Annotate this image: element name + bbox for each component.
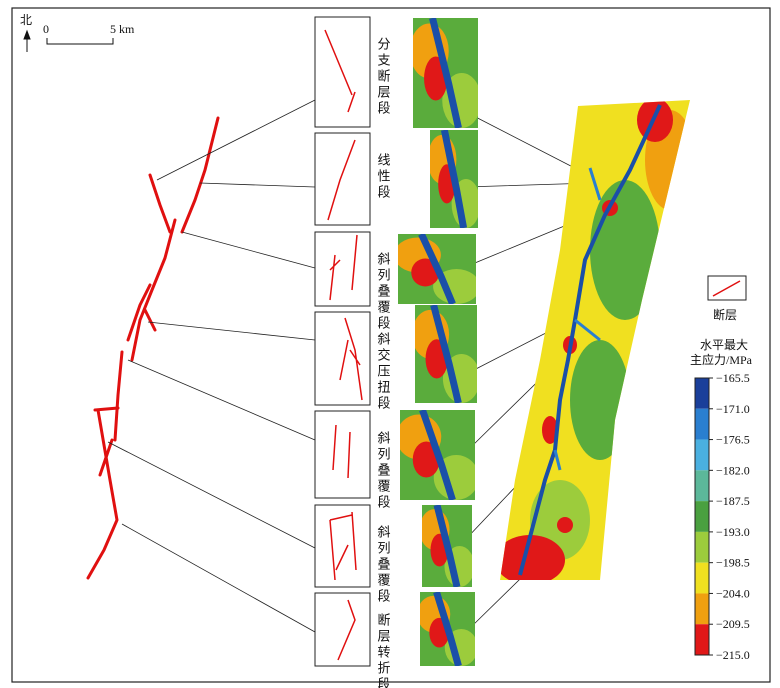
scale-length: 5 km	[110, 22, 135, 36]
colorbar-tick-label: −209.5	[716, 617, 750, 631]
colorbar-band	[695, 378, 709, 409]
segment-label: 斜列叠覆段	[376, 525, 391, 605]
segment-box	[314, 311, 371, 406]
colorbar-tick-label: −215.0	[716, 648, 750, 662]
colorbar-tick-label: −204.0	[716, 586, 750, 600]
connector-lines	[107, 99, 630, 633]
colorbar-title: 水平最大	[700, 338, 748, 352]
segment-sketch	[337, 599, 356, 661]
segment-label: 斜列叠覆段	[376, 252, 391, 332]
segment-sketch	[329, 511, 357, 581]
thumbnail-content	[420, 592, 475, 666]
segment-sketch	[339, 317, 363, 401]
stress-thumbnail	[415, 305, 477, 403]
segment-label: 斜交压扭段	[376, 332, 391, 412]
fault-traces	[86, 116, 220, 580]
thumb-fault	[429, 18, 462, 128]
colorbar-band	[695, 562, 709, 594]
stress-map	[500, 100, 690, 580]
segment-box	[314, 592, 371, 667]
segment-sketch	[327, 139, 356, 221]
segment-label: 断层转折段	[376, 613, 391, 688]
thumb-fault	[440, 130, 468, 228]
colorbar-tick-label: −182.0	[716, 463, 750, 477]
legend-fault-label: 断层	[713, 307, 737, 322]
segment-sketch	[329, 234, 358, 301]
colorbar-tick-label: −171.0	[716, 402, 750, 416]
north-arrow	[23, 29, 31, 52]
thumb-fault	[430, 305, 462, 403]
colorbar-band	[695, 501, 709, 532]
colorbar-band	[695, 439, 709, 471]
stress-thumbnail	[400, 410, 475, 500]
thumbnail-content	[413, 18, 478, 128]
colorbar-band	[695, 408, 709, 440]
stress-thumbnail	[430, 130, 478, 228]
thumbnail-content	[430, 130, 478, 228]
colorbar-tick-label: −176.5	[716, 433, 750, 447]
stress-thumbnail	[398, 234, 476, 304]
colorbar-tick-label: −198.5	[716, 556, 750, 570]
colorbar-tick-label: −165.5	[716, 371, 750, 385]
segment-box	[314, 410, 371, 499]
colorbar-band	[695, 531, 709, 563]
thumbnail-content	[415, 305, 477, 403]
colorbar-frame	[694, 377, 710, 656]
frame	[11, 7, 771, 683]
thumb-fault	[433, 505, 461, 587]
colorbar-tick-label: −193.0	[716, 525, 750, 539]
colorbar-tick-label: −187.5	[716, 494, 750, 508]
thumb-fault	[419, 410, 456, 500]
stress-thumbnail	[420, 592, 475, 666]
segment-label: 线性段	[376, 153, 391, 201]
stress-thumbnail	[413, 18, 478, 128]
scale-bar	[46, 38, 114, 45]
thumbnail-content	[398, 234, 476, 304]
segment-box	[314, 231, 371, 307]
segment-sketch	[324, 29, 356, 113]
colorbar-title: 主应力/MPa	[690, 352, 753, 367]
segment-sketch	[332, 424, 351, 479]
segment-label: 分支断层段	[376, 37, 391, 117]
legend-box	[707, 275, 747, 301]
thumbnail-content	[400, 410, 475, 500]
segment-box	[314, 132, 371, 226]
thumb-fault	[433, 592, 462, 666]
colorbar-band	[695, 470, 709, 502]
thumb-fault	[418, 234, 456, 304]
segment-box	[314, 504, 371, 588]
legend-fault-line	[712, 280, 741, 297]
colorbar-band	[695, 593, 709, 625]
north-label: 北	[20, 13, 32, 27]
thumbnail-content	[422, 505, 472, 587]
segment-box	[314, 16, 371, 128]
scale-zero: 0	[43, 22, 49, 36]
stress-thumbnail	[422, 505, 472, 587]
colorbar-band	[695, 624, 709, 655]
segment-label: 斜列叠覆段	[376, 431, 391, 511]
